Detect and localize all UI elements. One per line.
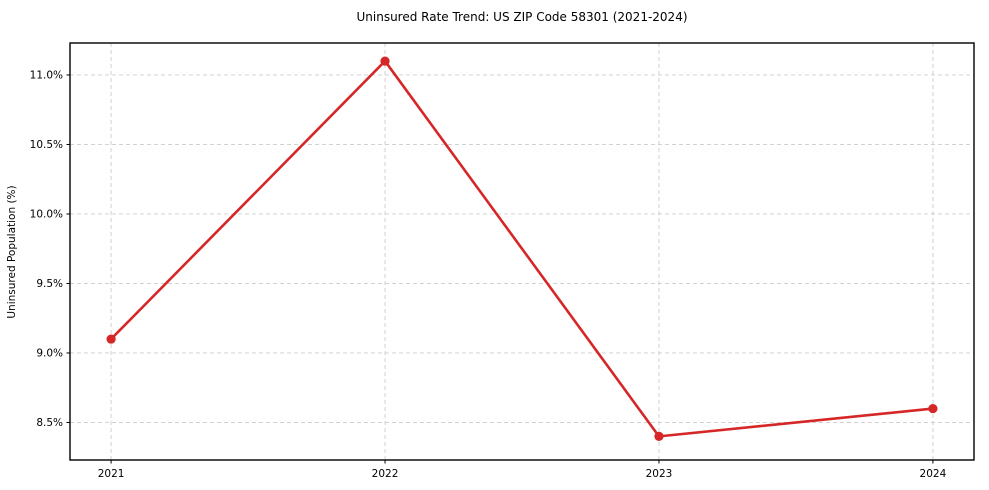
y-tick-label: 10.0% bbox=[30, 208, 63, 220]
data-point bbox=[654, 431, 664, 441]
data-series bbox=[106, 56, 938, 441]
y-axis-label: Uninsured Population (%) bbox=[6, 185, 18, 318]
plot-frame bbox=[69, 42, 975, 461]
x-tick-label: 2023 bbox=[646, 468, 673, 480]
data-point bbox=[928, 403, 938, 414]
data-point bbox=[106, 334, 116, 344]
y-tick-label: 11.0% bbox=[30, 69, 63, 81]
x-tick-label: 2021 bbox=[98, 468, 125, 480]
trend-line bbox=[109, 59, 935, 438]
y-tick-label: 10.5% bbox=[30, 139, 63, 151]
y-tick-label: 8.5% bbox=[36, 417, 63, 429]
gridlines bbox=[70, 43, 974, 460]
axis-ticks: 8.5% 9.0% 9.5% 10.0% 10.5% 11.0% 2021 2022 2023 2… bbox=[30, 69, 947, 480]
x-tick-label: 2022 bbox=[372, 468, 399, 480]
chart-title: Uninsured Rate Trend: US ZIP Code 58301 … bbox=[356, 10, 687, 24]
y-tick-label: 9.5% bbox=[36, 278, 63, 290]
y-tick-label: 9.0% bbox=[36, 347, 63, 359]
data-point bbox=[380, 56, 390, 66]
x-tick-label: 2024 bbox=[920, 468, 947, 480]
